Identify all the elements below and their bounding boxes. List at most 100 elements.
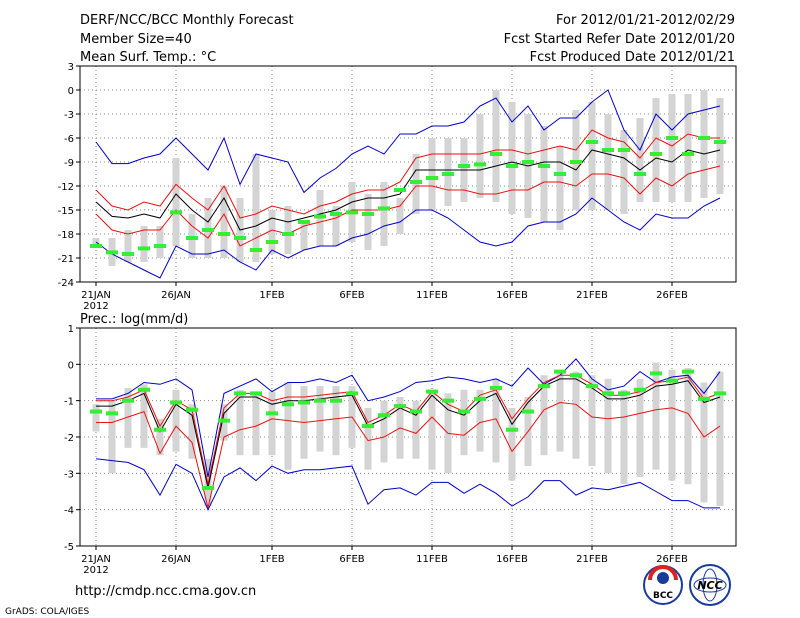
temp-spread-box	[396, 198, 404, 234]
source-url-link[interactable]: http://cmdp.ncc.cma.gov.cn	[75, 584, 256, 599]
precip-spread-box	[508, 407, 516, 481]
precip-x-tick-label: 26JAN	[161, 554, 191, 565]
precip-spread-box	[572, 371, 580, 459]
precip-y-tick-label: -2	[64, 433, 74, 444]
temp-observed-marker	[106, 250, 118, 255]
precip-y-tick-label: -1	[64, 397, 74, 408]
temp-lower-line	[95, 165, 721, 247]
temp-x-tick-label: 21JAN	[81, 290, 111, 301]
precip-spread-box	[380, 400, 388, 463]
precip-observed-marker	[202, 485, 214, 490]
precip-spread-box	[492, 378, 500, 463]
temp-observed-marker	[602, 148, 614, 152]
temp-spread-box	[636, 118, 644, 202]
precip-observed-marker	[298, 400, 310, 405]
temp-spread-box	[252, 154, 260, 262]
precip-spread-box	[268, 391, 276, 456]
precip-spread-box	[252, 393, 260, 456]
precipitation-y-axis: 1 0 -1 -2 -3 -4 -5	[64, 324, 80, 553]
temp-x-tick-label: 16FEB	[496, 290, 528, 301]
temp-spread-box	[652, 98, 660, 202]
temp-spread-box	[620, 130, 628, 214]
temp-observed-marker	[298, 220, 310, 224]
precip-spread-box	[428, 393, 436, 470]
precip-spread-box	[124, 387, 132, 448]
temp-spread-box	[172, 158, 180, 246]
temp-observed-marker	[186, 236, 198, 240]
temp-spread-box	[284, 206, 292, 254]
precip-observed-marker	[458, 409, 470, 414]
precip-x-tick-label: 11FEB	[416, 554, 448, 565]
temp-spread-box	[716, 98, 724, 194]
precipitation-grid	[80, 328, 736, 546]
precip-spread-box	[620, 389, 628, 485]
precip-observed-marker	[682, 369, 694, 374]
temp-spread-box	[604, 114, 612, 210]
precip-spread-box	[604, 378, 612, 474]
temp-y-tick-label: -15	[58, 206, 74, 217]
temp-y-tick-label: -12	[58, 182, 74, 193]
temp-observed-marker	[90, 244, 102, 248]
precip-spread-box	[236, 389, 244, 456]
temp-observed-marker	[410, 180, 422, 184]
temp-observed-marker	[538, 164, 550, 168]
temp-observed-marker	[506, 164, 518, 168]
temp-y-tick-label: -3	[64, 110, 74, 121]
temp-observed-marker	[362, 212, 374, 216]
precipitation-chart: 1 0 -1 -2 -3 -4 -5 21JAN 26JAN 1FEB 6FEB 11FEB 16FE…	[64, 324, 737, 576]
produced-label: Fcst Produced Date 2012/01/21	[530, 50, 735, 65]
precip-spread-box	[460, 389, 468, 456]
temp-x-tick-label: 11FEB	[416, 290, 448, 301]
precip-spread-box	[108, 400, 116, 474]
temp-x-tick-label: 26FEB	[656, 290, 688, 301]
temp-max-line	[95, 89, 721, 194]
temp-observed-marker	[122, 252, 134, 256]
temperature-frame	[79, 65, 737, 283]
temp-observed-marker	[650, 152, 662, 156]
precip-observed-marker	[186, 407, 198, 412]
temp-observed-marker	[442, 172, 454, 176]
temp-observed-marker	[698, 136, 710, 140]
precip-spread-box	[716, 371, 724, 507]
temp-observed-marker	[570, 160, 582, 164]
temp-spread-box	[492, 90, 500, 202]
temp-observed-marker	[474, 162, 486, 167]
temp-observed-marker	[426, 176, 438, 180]
temp-y-tick-label: -24	[58, 278, 74, 289]
precip-observed-marker	[90, 409, 102, 414]
temp-observed-marker	[314, 214, 326, 219]
variable-label: Mean Surf. Temp.: °C	[80, 50, 216, 65]
temp-y-tick-label: -18	[58, 230, 74, 241]
ncc-logo-text: NCC	[697, 579, 722, 592]
precip-variable-label: Prec.: log(mm/d)	[80, 312, 188, 327]
precip-spread-box	[92, 404, 100, 432]
temperature-markers	[90, 136, 726, 256]
temp-spread-box	[268, 210, 276, 254]
precip-observed-marker	[602, 391, 614, 396]
precip-spread-box	[556, 371, 564, 452]
precip-spread-box	[588, 375, 596, 467]
precip-spread-box	[172, 389, 180, 452]
temp-observed-marker	[250, 248, 262, 252]
temperature-x-axis: 21JAN 26JAN 1FEB 6FEB 11FEB 16FEB 21FEB 26FEB 20…	[81, 282, 688, 312]
temp-observed-marker	[522, 160, 534, 164]
temp-spread-box	[428, 138, 436, 210]
precip-observed-marker	[362, 424, 374, 429]
precipitation-x-axis: 21JAN 26JAN 1FEB 6FEB 11FEB 16FEB 21FEB 26FEB 20…	[81, 546, 688, 576]
precip-spread-box	[412, 400, 420, 459]
temperature-y-axis: 3 0 -3 -6 -9 -12 -15 -18 -21 -24	[58, 62, 80, 289]
precip-observed-marker	[714, 391, 726, 396]
temperature-chart: 3 0 -3 -6 -9 -12 -15 -18 -21 -24 21JAN 26JAN 1FEB 6F…	[58, 62, 737, 312]
temp-x-tick-label: 6FEB	[339, 290, 364, 301]
precip-spread-box	[332, 386, 340, 456]
temp-observed-marker	[282, 232, 294, 236]
bcc-logo: BCC	[643, 565, 683, 605]
precip-spread-box	[140, 384, 148, 448]
temp-spread-box	[220, 186, 228, 258]
precip-observed-marker	[490, 385, 502, 390]
precip-observed-marker	[586, 384, 598, 389]
precip-x-tick-label: 21FEB	[576, 554, 608, 565]
precip-y-tick-label: -3	[64, 469, 74, 480]
precip-observed-marker	[346, 391, 358, 396]
temp-spread-box	[332, 206, 340, 246]
